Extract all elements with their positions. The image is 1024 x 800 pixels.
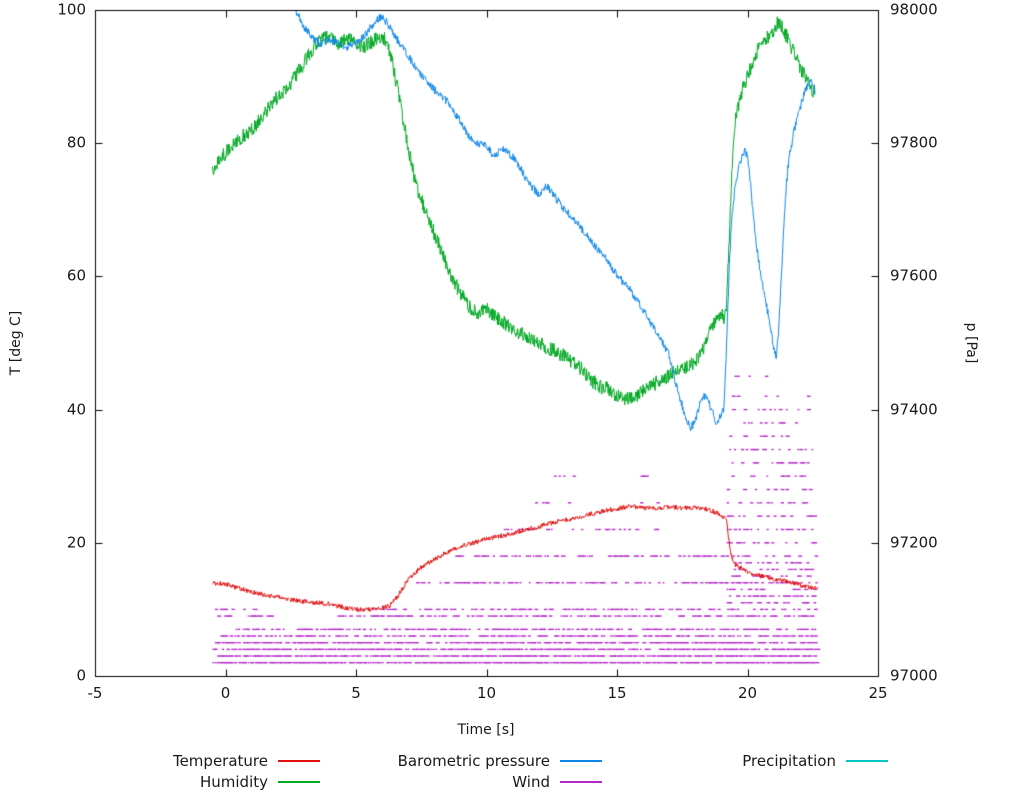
legend-column: Barometric pressure Wind [330, 750, 602, 792]
x-tick-label: -5 [87, 684, 103, 702]
x-tick-label: 0 [220, 684, 231, 702]
y-tick-label-left: 60 [66, 266, 86, 285]
legend-item-humidity: Humidity [98, 771, 320, 792]
legend-item-barometric-pressure: Barometric pressure [330, 750, 602, 771]
y-tick-label-right: 97800 [890, 133, 938, 152]
legend-label: Precipitation [742, 751, 836, 770]
legend-item-wind: Wind [330, 771, 602, 792]
y-tick-label-right: 98000 [890, 0, 938, 19]
y-axis-title-left: T [deg C] [8, 310, 24, 376]
y-tick-label-left: 40 [66, 400, 86, 419]
y-tick-label-right: 97600 [890, 266, 938, 285]
y-tick-label-left: 0 [76, 666, 86, 685]
x-tick-label: 15 [607, 684, 627, 702]
y-axis-title-right: p [Pa] [963, 322, 979, 364]
chart-legend: Temperature Humidity Barometric pressure Wi… [0, 750, 1024, 796]
legend-label: Humidity [199, 772, 268, 791]
legend-item-precipitation: Precipitation [616, 750, 888, 771]
legend-line-sample [560, 759, 602, 762]
legend-line-sample [278, 780, 320, 783]
x-tick-label: 5 [351, 684, 361, 702]
legend-line-sample [846, 759, 888, 762]
y-tick-label-left: 20 [66, 533, 86, 552]
x-tick-label: 25 [868, 684, 888, 702]
x-tick-label: 10 [476, 684, 497, 702]
y-tick-label-right: 97400 [890, 400, 938, 419]
x-axis-title: Time [s] [457, 722, 515, 738]
y-tick-label-left: 80 [66, 133, 86, 152]
y-tick-label-right: 97000 [890, 666, 938, 685]
legend-column: Precipitation [616, 750, 888, 771]
legend-column: Temperature Humidity [98, 750, 320, 792]
legend-line-sample [560, 780, 602, 783]
legend-label: Temperature [172, 751, 268, 770]
y-tick-label-left: 100 [57, 0, 86, 19]
y-tick-label-right: 97200 [890, 533, 938, 552]
legend-label: Barometric pressure [397, 751, 550, 770]
x-tick-label: 20 [737, 684, 758, 702]
legend-label: Wind [512, 772, 550, 791]
legend-line-sample [278, 759, 320, 762]
legend-item-temperature: Temperature [98, 750, 320, 771]
